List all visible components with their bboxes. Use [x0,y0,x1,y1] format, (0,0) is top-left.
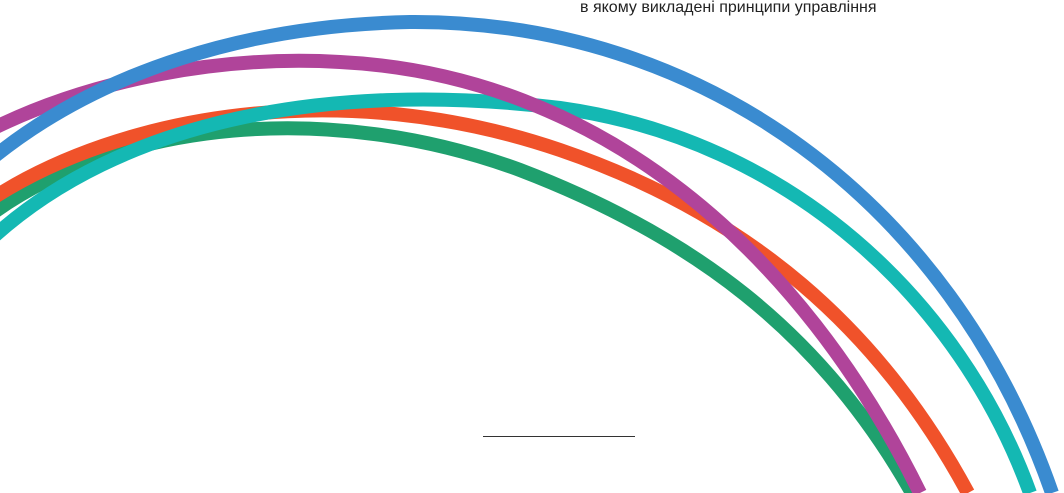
divider-line [483,436,635,437]
arc-teal [0,92,1037,493]
arc-blue [0,14,1059,493]
arc-orange [0,103,975,493]
intro-text: в якому викладені принципи управління [580,0,877,16]
